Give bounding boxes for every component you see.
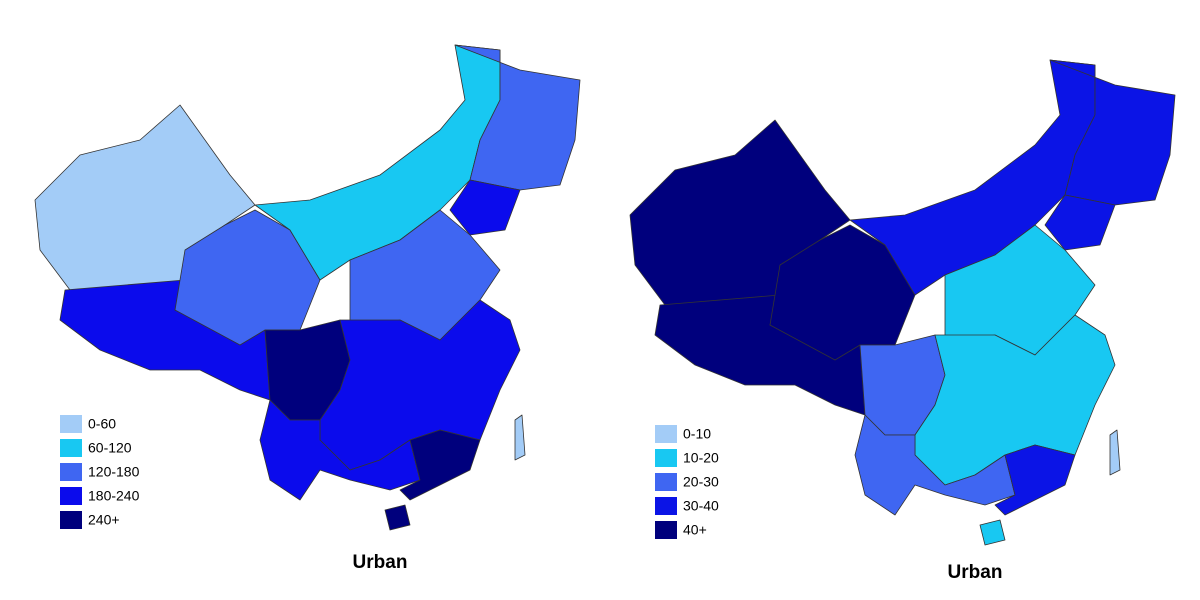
province-region bbox=[449, 179, 521, 236]
province-region bbox=[384, 504, 411, 531]
legend-label: 120-180 bbox=[88, 464, 140, 480]
map-caption: Urban bbox=[353, 552, 408, 573]
legend-label: 30-40 bbox=[683, 498, 719, 514]
province-region bbox=[994, 444, 1076, 516]
legend-label: 0-60 bbox=[88, 416, 116, 432]
province-region bbox=[979, 519, 1006, 546]
legend-swatch bbox=[655, 521, 677, 539]
province-region bbox=[399, 429, 481, 501]
china-map bbox=[629, 59, 1176, 546]
province-region bbox=[1044, 194, 1116, 251]
china-map bbox=[34, 44, 581, 531]
legend-swatch bbox=[655, 497, 677, 515]
legend-label: 20-30 bbox=[683, 474, 719, 490]
legend-label: 60-120 bbox=[88, 440, 132, 456]
legend-swatch bbox=[60, 487, 82, 505]
province-region bbox=[34, 104, 256, 291]
legend-swatch bbox=[655, 449, 677, 467]
map-caption: Urban bbox=[948, 562, 1003, 583]
legend-label: 180-240 bbox=[88, 488, 140, 504]
province-region bbox=[629, 119, 851, 306]
legend-swatch bbox=[60, 463, 82, 481]
legend-swatch bbox=[655, 473, 677, 491]
legend-label: 40+ bbox=[683, 522, 707, 538]
legend-label: 0-10 bbox=[683, 426, 711, 442]
province-region bbox=[514, 414, 526, 461]
province-region bbox=[174, 209, 321, 346]
legend-swatch bbox=[60, 439, 82, 457]
province-region bbox=[769, 224, 916, 361]
legend-swatch bbox=[60, 415, 82, 433]
legend-label: 240+ bbox=[88, 512, 120, 528]
legend-swatch bbox=[60, 511, 82, 529]
province-region bbox=[1109, 429, 1121, 476]
legend-swatch bbox=[655, 425, 677, 443]
legend-label: 10-20 bbox=[683, 450, 719, 466]
